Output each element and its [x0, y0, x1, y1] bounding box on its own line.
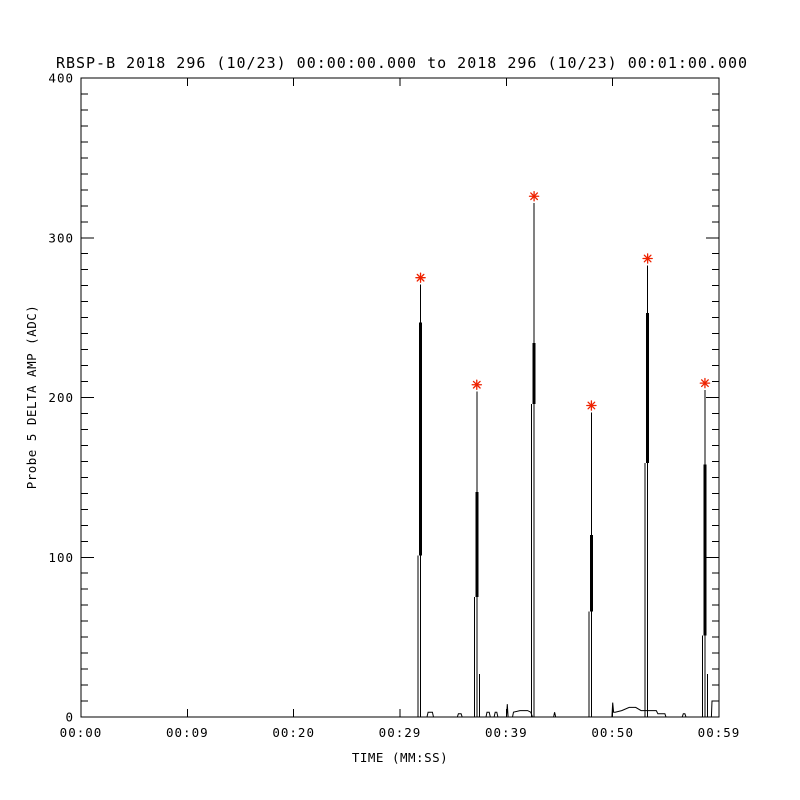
- y-tick-label: 200: [48, 390, 74, 405]
- axes-layer: 00:00 00:09 00:20 00:29 00:39 00:50 00:59 0 100 2…: [48, 71, 741, 741]
- spike: [473, 391, 480, 717]
- spike: [701, 390, 708, 717]
- peak-marker-icon: [415, 272, 426, 283]
- series-layer: [81, 203, 719, 718]
- spike-thick-segment: [419, 322, 423, 556]
- x-tick-label: 00:50: [591, 725, 634, 740]
- asterisk-arm: [530, 192, 539, 201]
- x-tick-label: 00:39: [485, 725, 528, 740]
- spike-thick-segment: [589, 534, 593, 612]
- peak-marker-icon: [528, 190, 540, 202]
- marker-layer: [415, 190, 711, 411]
- spike-thick-segment: [532, 343, 536, 404]
- asterisk-arm: [643, 254, 652, 263]
- asterisk-arm: [587, 401, 596, 410]
- peak-marker-icon: [699, 377, 711, 389]
- y-tick-label: 100: [48, 550, 74, 565]
- peak-marker-icon: [586, 400, 597, 411]
- chart-title: RBSP-B 2018 296 (10/23) 00:00:00.000 to …: [56, 54, 748, 72]
- spike: [417, 284, 423, 717]
- plot-border: [80, 77, 720, 718]
- spike: [644, 265, 650, 717]
- y-tick-label: 300: [48, 230, 74, 245]
- y-tick-label: 0: [65, 710, 74, 725]
- x-tick-label: 00:59: [698, 725, 741, 740]
- asterisk-arm: [700, 379, 709, 388]
- x-tick-label: 00:20: [272, 725, 315, 740]
- spike: [531, 203, 536, 717]
- x-tick-label: 00:00: [60, 725, 103, 740]
- peak-marker-icon: [642, 253, 653, 264]
- x-tick-label: 00:09: [166, 725, 209, 740]
- peak-marker-icon: [471, 379, 483, 390]
- asterisk-arm: [416, 273, 425, 282]
- x-axis-label: TIME (MM:SS): [352, 750, 448, 765]
- asterisk-arm: [472, 380, 481, 389]
- spike-thick-segment: [646, 312, 650, 463]
- x-tick-label: 00:29: [379, 725, 422, 740]
- spike-thick-segment: [703, 464, 707, 636]
- spike: [588, 412, 593, 717]
- spike-thick-segment: [475, 491, 479, 598]
- baseline-series-line: [81, 700, 719, 718]
- y-axis-label: Probe 5 DELTA AMP (ADC): [24, 305, 39, 490]
- y-tick-label: 400: [48, 71, 74, 86]
